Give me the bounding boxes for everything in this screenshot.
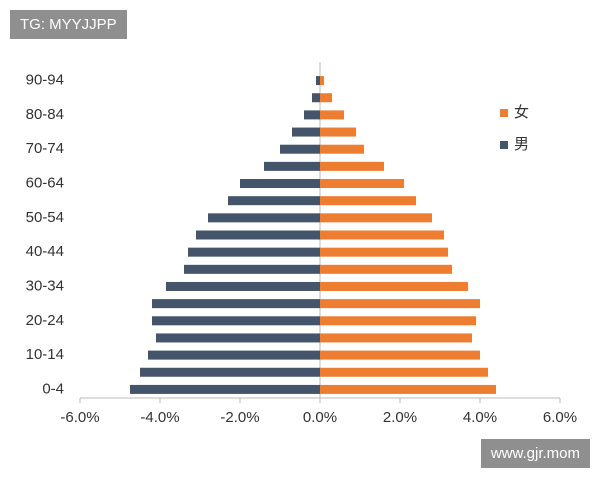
bar: [240, 179, 320, 189]
bar: [320, 299, 480, 309]
bar: [320, 247, 448, 257]
bar: [320, 367, 488, 377]
bar: [152, 316, 320, 326]
bar: [156, 333, 320, 343]
x-tick-label: 0.0%: [303, 409, 337, 426]
x-tick-label: 2.0%: [383, 409, 417, 426]
x-tick-label: -2.0%: [220, 409, 259, 426]
bar: [280, 144, 320, 154]
y-tick-label: 0-4: [42, 380, 64, 397]
y-tick-label: 40-44: [26, 243, 64, 260]
bar: [264, 161, 320, 171]
y-tick-label: 30-34: [26, 277, 64, 294]
y-tick-label: 80-84: [26, 106, 64, 123]
legend-swatch: [500, 141, 508, 149]
y-tick-label: 50-54: [26, 209, 64, 226]
x-tick-label: 6.0%: [543, 409, 577, 426]
bar: [320, 384, 496, 394]
bar: [152, 299, 320, 309]
watermark: TG: MYYJJPP: [10, 10, 127, 39]
y-tick-label: 60-64: [26, 174, 64, 191]
bar: [320, 264, 452, 274]
bar: [140, 367, 320, 377]
bar: [320, 93, 332, 103]
bar: [304, 110, 320, 120]
bar: [228, 196, 320, 206]
bar: [320, 350, 480, 360]
bar: [320, 333, 472, 343]
bar: [320, 213, 432, 223]
bar: [316, 76, 320, 86]
watermark: www.gjr.mom: [480, 439, 590, 468]
legend-swatch: [500, 109, 508, 117]
legend-label: 女: [514, 103, 529, 121]
bar: [312, 93, 320, 103]
bar: [208, 213, 320, 223]
bar: [166, 281, 320, 291]
bar: [184, 264, 320, 274]
y-tick-label: 10-14: [26, 346, 64, 363]
bar: [320, 76, 324, 86]
bar: [320, 230, 444, 240]
bar: [320, 161, 384, 171]
bar: [320, 127, 356, 137]
bar: [320, 281, 468, 291]
legend-label: 男: [514, 136, 529, 153]
x-tick-label: -6.0%: [60, 409, 99, 426]
bar: [320, 110, 344, 120]
x-tick-label: -4.0%: [140, 409, 179, 426]
bar: [188, 247, 320, 257]
x-tick-label: 4.0%: [463, 409, 497, 426]
y-tick-label: 20-24: [26, 312, 64, 329]
y-tick-label: 70-74: [26, 140, 64, 157]
bar: [130, 384, 320, 394]
bar: [292, 127, 320, 137]
bar: [320, 316, 476, 326]
bar: [148, 350, 320, 360]
y-tick-label: 90-94: [26, 72, 64, 89]
bar: [196, 230, 320, 240]
bar: [320, 144, 364, 154]
bar: [320, 179, 404, 189]
bar: [320, 196, 416, 206]
